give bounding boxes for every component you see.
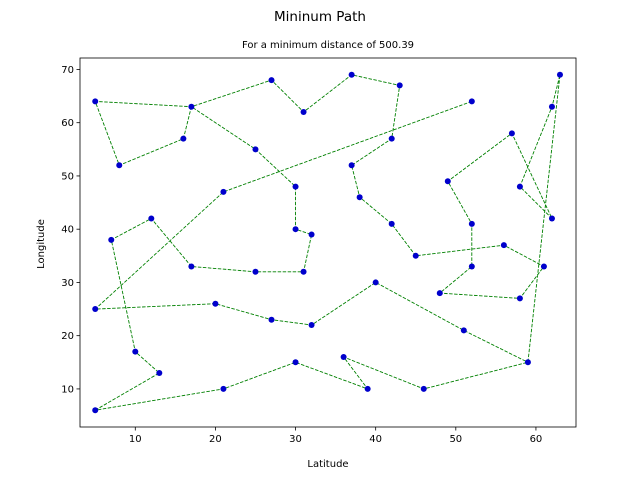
city-point <box>508 130 515 137</box>
city-point <box>548 215 555 222</box>
city-point <box>92 98 99 105</box>
city-point <box>436 290 443 297</box>
city-point <box>300 268 307 275</box>
city-point <box>348 162 355 169</box>
y-tick-label: 70 <box>61 65 74 76</box>
city-point <box>220 385 227 392</box>
city-point <box>252 268 259 275</box>
city-point <box>548 103 555 110</box>
y-tick-label: 10 <box>61 384 74 395</box>
x-tick-label: 30 <box>289 434 302 445</box>
y-tick-label: 30 <box>61 278 74 289</box>
city-point <box>92 407 99 414</box>
city-point <box>500 242 507 249</box>
city-point <box>220 188 227 195</box>
city-point <box>308 322 315 329</box>
city-point <box>540 263 547 270</box>
chart-subtitle: For a minimum distance of 500.39 <box>242 40 414 51</box>
city-point <box>516 295 523 302</box>
city-point <box>468 220 475 227</box>
city-point <box>516 183 523 190</box>
city-point <box>468 263 475 270</box>
plot-area: 10 20 30 40 50 60 10 20 30 40 50 60 70 <box>61 57 577 445</box>
city-point <box>524 359 531 366</box>
y-tick-label: 20 <box>61 331 74 342</box>
route-line-0 <box>94 74 561 411</box>
city-point <box>364 385 371 392</box>
city-point <box>148 215 155 222</box>
city-point <box>412 252 419 259</box>
city-point <box>340 353 347 360</box>
city-point <box>468 98 475 105</box>
city-point <box>116 162 123 169</box>
city-point <box>180 135 187 142</box>
city-point <box>348 71 355 78</box>
city-point <box>212 300 219 307</box>
x-tick-label: 40 <box>369 434 382 445</box>
x-tick-label: 50 <box>449 434 462 445</box>
city-point <box>372 279 379 286</box>
y-tick-label: 50 <box>61 171 74 182</box>
x-axis-label: Latitude <box>307 459 348 470</box>
city-point <box>460 327 467 334</box>
plot-frame <box>79 57 577 428</box>
x-tick-label: 10 <box>129 434 142 445</box>
y-tick-label: 40 <box>61 225 74 236</box>
city-point <box>92 306 99 313</box>
chart-title: Mininum Path <box>274 9 366 25</box>
city-point <box>108 236 115 243</box>
city-point <box>268 77 275 84</box>
city-point <box>188 103 195 110</box>
city-point <box>156 369 163 376</box>
y-axis-label: Longitude <box>36 219 47 269</box>
city-point <box>356 194 363 201</box>
x-tick-label: 60 <box>530 434 543 445</box>
city-point <box>444 178 451 185</box>
city-point <box>388 135 395 142</box>
city-point <box>268 316 275 323</box>
city-point <box>420 385 427 392</box>
city-point <box>132 348 139 355</box>
city-point <box>292 226 299 233</box>
city-point <box>308 231 315 238</box>
city-point <box>556 71 563 78</box>
city-point <box>252 146 259 153</box>
city-point <box>188 263 195 270</box>
city-point <box>300 109 307 116</box>
y-tick-label: 60 <box>61 118 74 129</box>
city-point <box>292 359 299 366</box>
city-point <box>396 82 403 89</box>
city-point <box>292 183 299 190</box>
x-tick-label: 20 <box>209 434 222 445</box>
city-point <box>388 220 395 227</box>
